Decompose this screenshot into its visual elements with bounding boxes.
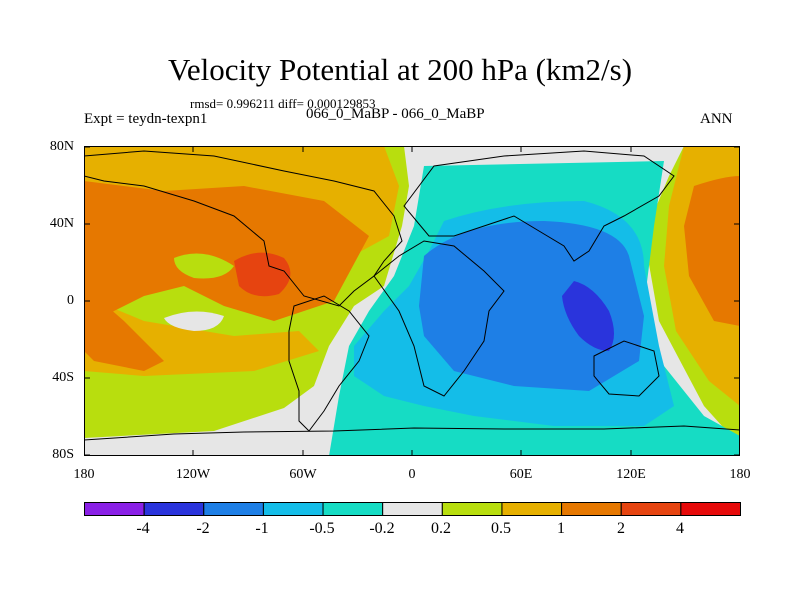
lon-label-0: 0	[408, 467, 416, 482]
contour-neg-1	[419, 221, 644, 391]
stats-label: rmsd= 0.996211 diff= 0.000129853	[190, 96, 376, 111]
colorbar-label: -1	[255, 520, 269, 537]
colorbar-label: 1	[557, 520, 565, 537]
colorbar-box	[262, 502, 324, 516]
colorbar-label: -2	[196, 520, 210, 537]
map-title: Velocity Potential at 200 hPa (km2/s)	[167, 52, 633, 87]
colorbar-box	[84, 502, 145, 516]
australia-coast	[593, 340, 660, 397]
colorbar-box	[501, 502, 563, 516]
colorbar-box	[620, 502, 682, 516]
north-america-coast	[84, 150, 403, 307]
season-label: ANN	[700, 111, 733, 127]
colorbar-box	[441, 502, 503, 516]
lat-label-0: 0	[67, 293, 74, 308]
velocity-potential-map	[84, 146, 740, 456]
lon-label-180-east: 180	[729, 467, 751, 482]
colorbar-label: -4	[136, 520, 150, 537]
colorbar-box	[382, 502, 443, 516]
contour-1-band	[84, 181, 369, 321]
lon-label-60e: 60E	[509, 467, 533, 482]
experiment-label: Expt = teydn-texpn1	[84, 111, 208, 127]
eurasia-coast	[403, 150, 675, 262]
south-america-coast	[288, 295, 370, 432]
colorbar-label: 2	[617, 520, 625, 537]
contour-1-west-lobe	[84, 286, 164, 371]
axis-ticks	[84, 146, 740, 456]
colorbar-label: 0.5	[491, 520, 511, 537]
lat-label-80n: 80N	[49, 139, 74, 154]
lat-label-40s: 40S	[52, 370, 74, 385]
contour-1-east	[684, 176, 740, 326]
colorbar-box	[322, 502, 384, 516]
coastlines	[84, 150, 740, 441]
lon-label-60w: 60W	[289, 467, 317, 482]
lon-label-180-west: 180	[73, 467, 95, 482]
colorbar-box	[561, 502, 622, 516]
contour-2-peak	[234, 252, 291, 297]
lat-label-80s: 80S	[52, 447, 74, 462]
colorbar-label: -0.5	[309, 520, 335, 537]
zero-pocket	[164, 311, 224, 331]
lat-label-40n: 40N	[49, 216, 74, 231]
colorbar-label: 4	[676, 520, 684, 537]
contour-neg-2	[562, 281, 614, 351]
lon-label-120e: 120E	[616, 467, 646, 482]
colorbar	[84, 502, 741, 516]
lon-label-120w: 120W	[175, 467, 211, 482]
colorbar-box	[680, 502, 741, 516]
antarctica-coast	[84, 425, 740, 441]
africa-coast	[373, 240, 505, 397]
colorbar-box	[143, 502, 205, 516]
low-pos-pocket	[174, 253, 234, 279]
colorbar-label: 0.2	[431, 520, 451, 537]
colorbar-box	[203, 502, 264, 516]
colorbar-label: -0.2	[369, 520, 395, 537]
case-label: 066_0_MaBP - 066_0_MaBP	[306, 106, 485, 122]
